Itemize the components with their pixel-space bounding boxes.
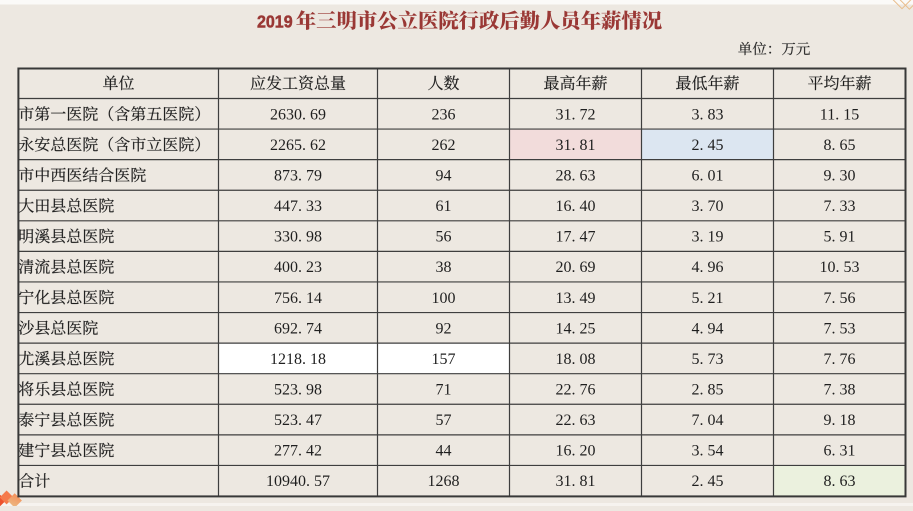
svg-text:13. 49: 13. 49 [556,290,596,307]
svg-text:277. 42: 277. 42 [274,443,322,460]
svg-text:10940. 57: 10940. 57 [266,473,330,490]
svg-text:2. 45: 2. 45 [692,473,724,490]
svg-text:31. 81: 31. 81 [556,137,596,154]
svg-text:5. 73: 5. 73 [692,351,724,368]
svg-text:756. 14: 756. 14 [274,290,322,307]
svg-text:11. 15: 11. 15 [820,106,859,123]
svg-text:3. 70: 3. 70 [692,198,724,215]
svg-text:7. 38: 7. 38 [824,381,856,398]
svg-text:400. 23: 400. 23 [274,259,322,276]
svg-text:3. 54: 3. 54 [692,443,724,460]
svg-text:7. 33: 7. 33 [824,198,856,215]
svg-text:31. 72: 31. 72 [556,106,596,123]
svg-text:7. 04: 7. 04 [692,412,724,429]
svg-text:22. 63: 22. 63 [556,412,596,429]
svg-text:18. 08: 18. 08 [556,351,596,368]
svg-text:92: 92 [436,320,452,337]
svg-text:2. 85: 2. 85 [692,381,724,398]
svg-text:5. 91: 5. 91 [824,229,856,246]
svg-text:1268: 1268 [428,473,460,490]
svg-text:61: 61 [436,198,452,215]
svg-text:4. 94: 4. 94 [692,320,724,337]
svg-text:2630. 69: 2630. 69 [270,106,326,123]
svg-text:44: 44 [436,443,452,460]
svg-text:3. 19: 3. 19 [692,229,724,246]
svg-text:157: 157 [432,351,456,368]
svg-text:31. 81: 31. 81 [556,473,596,490]
svg-text:22. 76: 22. 76 [556,381,596,398]
svg-text:447. 33: 447. 33 [274,198,322,215]
svg-text:6. 01: 6. 01 [692,167,724,184]
svg-text:2265. 62: 2265. 62 [270,137,326,154]
svg-text:5. 21: 5. 21 [692,290,724,307]
svg-text:16. 20: 16. 20 [556,443,596,460]
svg-text:236: 236 [432,106,456,123]
svg-text:6. 31: 6. 31 [824,443,856,460]
svg-text:2. 45: 2. 45 [692,137,724,154]
svg-text:28. 63: 28. 63 [556,167,596,184]
svg-text:7. 76: 7. 76 [824,351,856,368]
svg-text:8. 65: 8. 65 [824,137,856,154]
svg-text:16. 40: 16. 40 [556,198,596,215]
svg-text:57: 57 [436,412,452,429]
svg-text:7. 56: 7. 56 [824,290,856,307]
svg-text:71: 71 [436,381,452,398]
svg-text:20. 69: 20. 69 [556,259,596,276]
svg-text:523. 47: 523. 47 [274,412,322,429]
svg-text:873. 79: 873. 79 [274,167,322,184]
svg-text:262: 262 [432,137,456,154]
svg-text:2019: 2019 [257,12,293,32]
svg-text:692. 74: 692. 74 [274,320,322,337]
svg-text:9. 18: 9. 18 [824,412,856,429]
svg-text:1218. 18: 1218. 18 [270,351,326,368]
svg-text:330. 98: 330. 98 [274,229,322,246]
svg-text:8. 63: 8. 63 [824,473,856,490]
svg-text:17. 47: 17. 47 [556,229,596,246]
svg-text:523. 98: 523. 98 [274,381,322,398]
svg-text:10. 53: 10. 53 [820,259,860,276]
svg-text:38: 38 [436,259,452,276]
svg-text:4. 96: 4. 96 [692,259,724,276]
svg-text:94: 94 [436,167,452,184]
svg-text:100: 100 [432,290,456,307]
svg-text:9. 30: 9. 30 [824,167,856,184]
svg-text:3. 83: 3. 83 [692,106,724,123]
svg-text:14. 25: 14. 25 [556,320,596,337]
svg-text:7. 53: 7. 53 [824,320,856,337]
svg-text:56: 56 [436,229,452,246]
